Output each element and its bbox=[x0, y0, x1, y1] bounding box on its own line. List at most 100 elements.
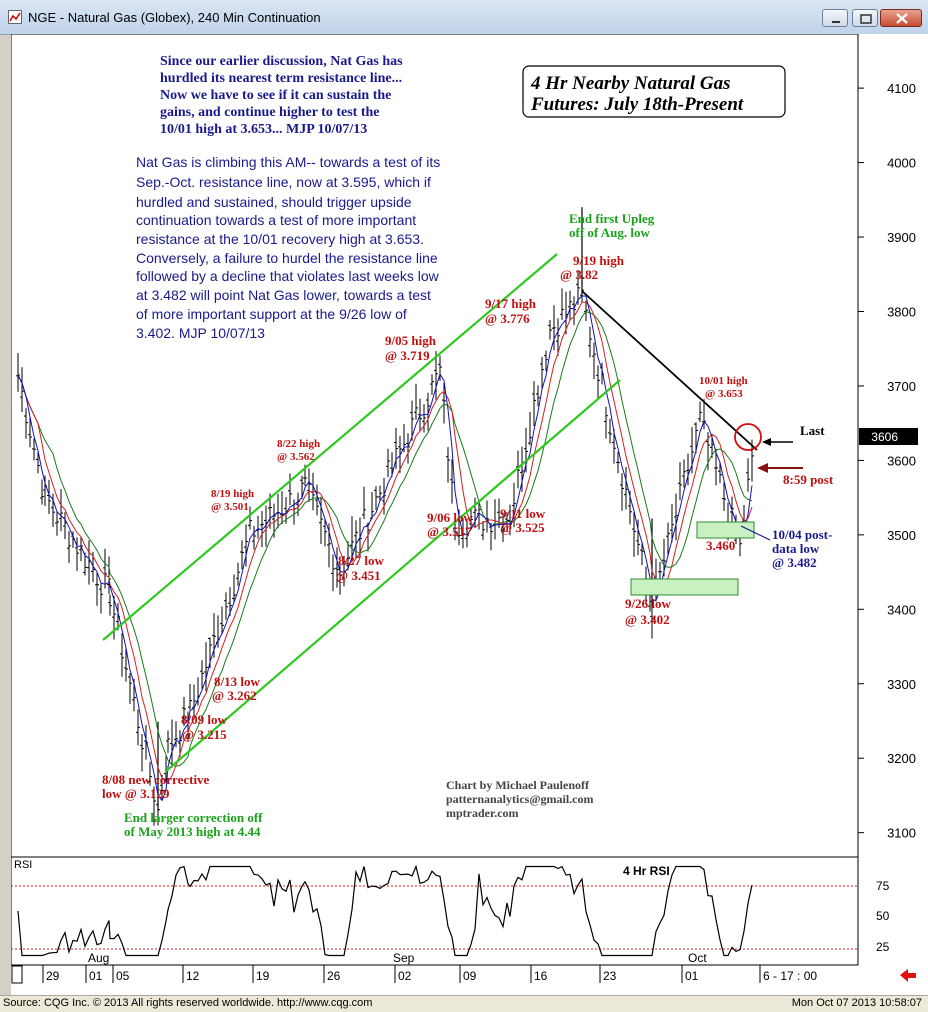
header-note-line: hurdled its nearest term resistance line… bbox=[160, 71, 402, 86]
chart-area: 4100 4000 3900 3800 3700 3600 3500 3400 3300 3200… bbox=[11, 34, 928, 995]
annotation-high-919: @ 3.82 bbox=[560, 267, 598, 282]
scroll-handle[interactable] bbox=[11, 965, 23, 984]
price-tick-label: 3400 bbox=[887, 602, 916, 617]
annotation-low-1004: @ 3.482 bbox=[772, 555, 817, 570]
time-axis: 29 01 05 12 19 26 02 09 16 23 01 6 - 17 : 00 Aug Sep O… bbox=[42, 951, 817, 983]
time-tick-label: 12 bbox=[186, 969, 200, 983]
annotation-high-905: 9/05 high bbox=[385, 333, 437, 348]
support-box-926 bbox=[630, 578, 739, 596]
close-icon bbox=[896, 13, 908, 24]
commentary: Nat Gas is climbing this AM-- towards a … bbox=[136, 154, 440, 341]
annotation-low-809: @ 3.215 bbox=[182, 727, 227, 742]
time-tick-label: 26 bbox=[327, 969, 341, 983]
chart-title-line: Futures: July 18th-Present bbox=[530, 94, 744, 115]
commentary-line: followed by a decline that violates last… bbox=[136, 268, 440, 284]
annotation-high-1001: @ 3.653 bbox=[705, 388, 743, 400]
annotation-high-819: 8/19 high bbox=[211, 488, 254, 500]
commentary-line: resistance at the 10/01 recovery high at… bbox=[136, 231, 424, 247]
time-tick-label: 01 bbox=[89, 969, 103, 983]
price-tick-label: 3700 bbox=[887, 379, 916, 394]
time-tick-label: 01 bbox=[685, 969, 699, 983]
annotation-low-926: @ 3.402 bbox=[625, 612, 670, 627]
annotation-low-911: 9/11 low bbox=[500, 506, 546, 521]
price-tick-label: 3100 bbox=[887, 826, 916, 841]
chart-title-line: 4 Hr Nearby Natural Gas bbox=[530, 73, 731, 94]
time-tick-label: 09 bbox=[463, 969, 477, 983]
time-tick-label: 29 bbox=[46, 969, 60, 983]
rsi-tick: 25 bbox=[876, 940, 890, 954]
annotation-3460: 3.460 bbox=[706, 538, 735, 553]
annotation-high-819: @ 3.501 bbox=[211, 501, 249, 513]
time-tick-label: 6 - 17 : 00 bbox=[763, 969, 817, 983]
header-note-line: 10/01 high at 3.653... MJP 10/07/13 bbox=[160, 122, 367, 137]
commentary-line: at 3.482 will point Nat Gas lower, towar… bbox=[136, 287, 431, 303]
annotation-low-809: 8/09 low bbox=[181, 712, 227, 727]
support-box-1004 bbox=[696, 521, 755, 539]
rsi-line bbox=[17, 864, 753, 957]
annotation-high-822: 8/22 high bbox=[277, 438, 320, 450]
rsi-tick: 75 bbox=[876, 879, 890, 893]
annotation-low-906: 9/06 low bbox=[427, 510, 473, 525]
last-price-value: 3606 bbox=[871, 430, 898, 444]
annotation-high-917: @ 3.776 bbox=[485, 311, 530, 326]
restore-icon bbox=[860, 14, 872, 24]
month-label: Oct bbox=[688, 951, 707, 965]
annotation-low-827: 8/27 low bbox=[338, 553, 384, 568]
timestamp-text: Mon Oct 07 2013 10:58:07 bbox=[791, 997, 922, 1009]
annotation-low-808: 8/08 new corrective bbox=[102, 772, 210, 787]
restore-button[interactable] bbox=[852, 9, 878, 27]
status-bar: Source: CQG Inc. © 2013 All rights reser… bbox=[0, 995, 928, 1012]
commentary-line: hurdled and sustained, should trigger up… bbox=[136, 194, 412, 210]
annotation-end-upleg: End first Upleg bbox=[569, 211, 655, 226]
annotation-low-808: low @ 3.129 bbox=[102, 786, 170, 801]
time-tick-label: 23 bbox=[603, 969, 617, 983]
annotation-last: Last bbox=[800, 423, 825, 438]
time-tick-label: 02 bbox=[398, 969, 412, 983]
moving-average-red bbox=[17, 301, 753, 783]
lower-channel-line bbox=[164, 379, 621, 773]
annotation-end-larger: of May 2013 high at 4.44 bbox=[124, 824, 261, 839]
commentary-line: Nat Gas is climbing this AM-- towards a … bbox=[136, 154, 440, 170]
window-titlebar: NGE - Natural Gas (Globex), 240 Min Cont… bbox=[0, 0, 928, 35]
last-price-tag bbox=[859, 428, 918, 445]
header-note-line: Since our earlier discussion, Nat Gas ha… bbox=[160, 54, 403, 69]
commentary-line: Conversely, a failure to hurdel the resi… bbox=[136, 250, 438, 266]
annotation-low-827: @ 3.451 bbox=[336, 568, 381, 583]
price-tick-label: 4000 bbox=[887, 156, 916, 171]
rsi-title: 4 Hr RSI bbox=[623, 864, 670, 878]
minimize-icon bbox=[832, 21, 840, 23]
commentary-line: of more important support at the 9/26 lo… bbox=[136, 306, 407, 322]
scroll-right-icon[interactable] bbox=[900, 969, 916, 982]
time-tick-label: 05 bbox=[116, 969, 130, 983]
annotation-high-905: @ 3.719 bbox=[385, 348, 430, 363]
minimize-button[interactable] bbox=[822, 9, 848, 27]
header-note-line: Now we have to see if it can sustain the bbox=[160, 88, 391, 103]
annotation-low-1004: data low bbox=[772, 541, 820, 556]
time-tick-label: 16 bbox=[534, 969, 548, 983]
app-icon bbox=[8, 10, 22, 24]
last-arrow-head bbox=[762, 438, 771, 446]
post-arrow-head bbox=[757, 463, 768, 473]
rsi-tick: 50 bbox=[876, 909, 890, 923]
time-tick-label: 19 bbox=[256, 969, 270, 983]
annotation-high-1001: 10/01 high bbox=[699, 375, 748, 387]
annotation-post: 8:59 post bbox=[783, 472, 834, 487]
price-tick-label: 3900 bbox=[887, 230, 916, 245]
header-note-line: gains, and continue higher to test the bbox=[160, 105, 379, 120]
price-tick-label: 3200 bbox=[887, 751, 916, 766]
price-pane-frame bbox=[11, 34, 859, 858]
annotation-low-813: 8/13 low bbox=[214, 674, 260, 689]
annotation-end-upleg: off of Aug. low bbox=[569, 225, 651, 240]
price-axis: 4100 4000 3900 3800 3700 3600 3500 3400 3300 3200… bbox=[858, 81, 916, 841]
chart-title: 4 Hr Nearby Natural Gas Futures: July 18… bbox=[530, 73, 744, 115]
source-text: Source: CQG Inc. © 2013 All rights reser… bbox=[3, 997, 373, 1009]
price-tick-label: 3300 bbox=[887, 677, 916, 692]
close-button[interactable] bbox=[880, 9, 922, 27]
commentary-line: continuation towards a test of more impo… bbox=[136, 212, 416, 228]
window-title: NGE - Natural Gas (Globex), 240 Min Cont… bbox=[28, 10, 321, 25]
price-tick-label: 4100 bbox=[887, 81, 916, 96]
moving-average-blue bbox=[17, 295, 753, 802]
month-label: Sep bbox=[393, 951, 415, 965]
breakout-circle bbox=[734, 423, 762, 451]
credit-line: patternanalytics@gmail.com bbox=[446, 792, 593, 806]
